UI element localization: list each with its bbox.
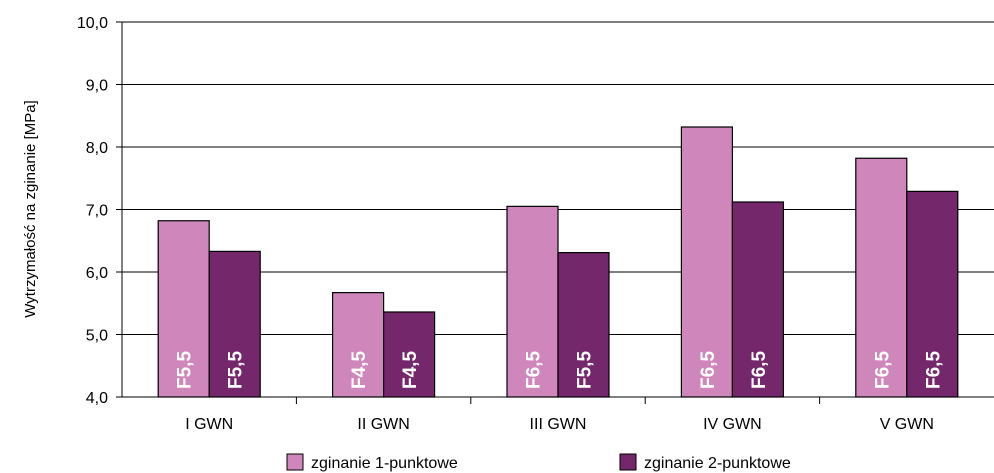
legend-label: zginanie 2-punktowe [644, 455, 791, 472]
bar [855, 157, 908, 398]
bar-data-label: F6,5 [749, 351, 770, 389]
y-tick-label: 10,0 [77, 15, 108, 32]
y-tick-label: 7,0 [86, 203, 108, 220]
y-tick-label: 5,0 [86, 328, 108, 345]
bar-data-label: F6,5 [872, 351, 893, 389]
x-category-label: I GWN [185, 416, 233, 433]
bar-data-label: F5,5 [575, 351, 596, 389]
bar-data-label: F4,5 [400, 351, 421, 389]
legend-swatch [619, 453, 637, 471]
x-category-label: IV GWN [703, 416, 762, 433]
bar [731, 201, 785, 398]
bar-data-label: F6,5 [698, 351, 719, 389]
legend-swatch [286, 453, 304, 471]
x-category-label: III GWN [530, 416, 587, 433]
bars [157, 126, 959, 398]
bar-labels: F5,5 F5,5 F4,5 F4,5 F6,5 F5,5 F6,5 F6,5 F6,5 F6,5 [175, 351, 945, 389]
y-tick-label: 9,0 [86, 78, 108, 95]
bar [332, 292, 385, 398]
legend-label: zginanie 1-punktowe [311, 455, 458, 472]
x-axis-labels: I GWN II GWN III GWN IV GWN V GWN [185, 416, 934, 433]
bar-data-label: F5,5 [175, 351, 196, 389]
y-axis-ticks: 4,0 5,0 6,0 7,0 8,0 9,0 10,0 [77, 15, 122, 407]
y-tick-label: 8,0 [86, 140, 108, 157]
y-axis-title: Wytrzymałość na zginanie [MPa] [22, 100, 39, 317]
y-tick-label: 6,0 [86, 265, 108, 282]
x-category-label: V GWN [880, 416, 934, 433]
axes [121, 22, 994, 404]
bar-data-label: F6,5 [524, 351, 545, 389]
bar [680, 126, 734, 398]
bar-data-label: F4,5 [349, 351, 370, 389]
y-tick-label: 4,0 [86, 390, 108, 407]
legend: zginanie 1-punktowe zginanie 2-punktowe [286, 453, 791, 472]
bar [157, 220, 210, 398]
bar-data-label: F6,5 [923, 351, 944, 389]
bar-data-label: F5,5 [226, 351, 247, 389]
x-category-label: II GWN [357, 416, 409, 433]
bar [506, 205, 559, 398]
